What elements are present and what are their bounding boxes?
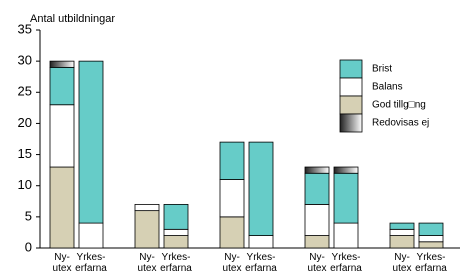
bar-segment: [389, 235, 415, 249]
bar-segment: [219, 179, 245, 218]
x-tick-label: Yrkes- erfarna: [415, 252, 447, 274]
legend-swatch: [339, 95, 363, 115]
bar-segment: [418, 222, 444, 236]
bar-segment: [163, 235, 189, 249]
y-tick-label: 10: [18, 177, 32, 192]
y-tick-label: 25: [18, 84, 32, 99]
bar-segment: [418, 235, 444, 243]
bar-segment: [304, 172, 330, 205]
x-tick-label: Yrkes- erfarna: [330, 252, 362, 274]
bar-segment: [304, 166, 330, 174]
x-tick-label: Yrkes- erfarna: [160, 252, 192, 274]
x-tick-label: Ny- utex: [392, 252, 412, 274]
bar-segment: [49, 60, 75, 68]
x-tick-label: Ny- utex: [222, 252, 242, 274]
legend-swatch: [339, 77, 363, 97]
bar-segment: [219, 216, 245, 249]
bar-segment: [418, 241, 444, 249]
bar-segment: [389, 228, 415, 236]
legend-swatch: [339, 113, 363, 133]
legend-swatch: [339, 59, 363, 79]
y-tick-label: 20: [18, 115, 32, 130]
y-axis-title: Antal utbildningar: [30, 13, 115, 25]
legend-label: Redovisas ej: [372, 118, 429, 129]
bar-segment: [78, 60, 104, 224]
x-tick-label: Ny- utex: [137, 252, 157, 274]
x-tick-label: Ny- utex: [307, 252, 327, 274]
bar-segment: [219, 141, 245, 180]
bar-segment: [49, 104, 75, 168]
bar-segment: [304, 203, 330, 236]
y-tick-label: 35: [18, 21, 32, 36]
legend-label: Brist: [372, 64, 392, 75]
bar-segment: [333, 172, 359, 224]
bar-segment: [333, 222, 359, 249]
bar-segment: [333, 166, 359, 174]
y-tick-label: 0: [25, 239, 32, 254]
x-tick-label: Yrkes- erfarna: [75, 252, 107, 274]
bar-segment: [134, 210, 160, 249]
bar-segment: [389, 222, 415, 230]
bar-segment: [163, 203, 189, 230]
bar-segment: [304, 235, 330, 249]
bar-segment: [49, 166, 75, 249]
bar-segment: [248, 141, 274, 236]
bar-segment: [78, 222, 104, 249]
bar-segment: [163, 228, 189, 236]
legend-label: God tillg□ng: [372, 100, 426, 111]
y-tick-label: 30: [18, 53, 32, 68]
legend-label: Balans: [372, 82, 403, 93]
x-tick-label: Yrkes- erfarna: [245, 252, 277, 274]
y-tick-label: 15: [18, 146, 32, 161]
bar-segment: [248, 235, 274, 249]
bar-segment: [134, 203, 160, 212]
x-tick-label: Ny- utex: [52, 252, 72, 274]
y-tick-label: 5: [25, 208, 32, 223]
bar-segment: [49, 66, 75, 106]
